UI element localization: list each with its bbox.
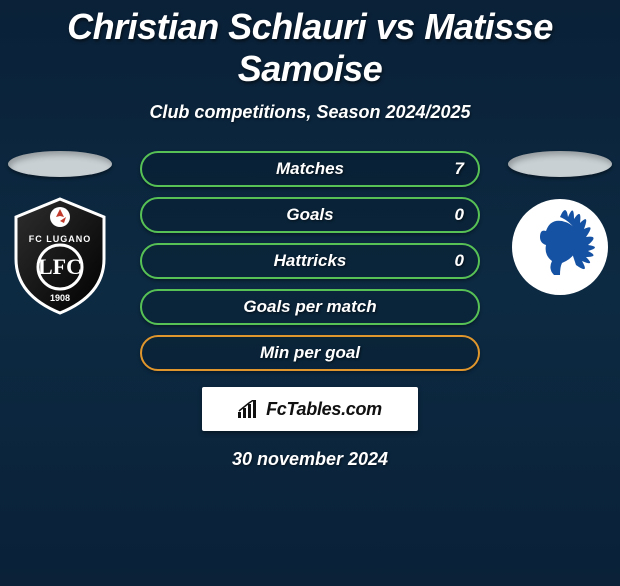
page-subtitle: Club competitions, Season 2024/2025 — [0, 102, 620, 123]
svg-text:1908: 1908 — [50, 293, 70, 303]
right-player-column — [500, 151, 620, 302]
stat-label: Hattricks — [274, 251, 347, 271]
page-title: Christian Schlauri vs Matisse Samoise — [0, 6, 620, 90]
comparison-content: FC LUGANO LFC 1908 — [0, 151, 620, 470]
stats-list: Matches 7 Goals 0 Hattricks 0 Goals per … — [140, 151, 480, 371]
stat-row-goals: Goals 0 — [140, 197, 480, 233]
stat-label: Goals per match — [243, 297, 376, 317]
brand-text: FcTables.com — [266, 399, 382, 420]
chart-icon — [238, 400, 260, 418]
svg-text:LFC: LFC — [38, 254, 82, 279]
brand-box[interactable]: FcTables.com — [202, 387, 418, 431]
stat-row-hattricks: Hattricks 0 — [140, 243, 480, 279]
stat-row-matches: Matches 7 — [140, 151, 480, 187]
left-player-silhouette — [8, 151, 112, 177]
right-club-badge — [510, 197, 610, 302]
stat-value-right: 0 — [455, 251, 464, 271]
left-player-column: FC LUGANO LFC 1908 — [0, 151, 120, 320]
stat-value-right: 7 — [455, 159, 464, 179]
stat-value-right: 0 — [455, 205, 464, 225]
svg-text:FC LUGANO: FC LUGANO — [29, 234, 92, 244]
stat-label: Min per goal — [260, 343, 360, 363]
stat-row-goals-per-match: Goals per match — [140, 289, 480, 325]
stat-row-min-per-goal: Min per goal — [140, 335, 480, 371]
snapshot-date: 30 november 2024 — [0, 449, 620, 470]
left-club-badge: FC LUGANO LFC 1908 — [10, 197, 110, 320]
stat-label: Goals — [286, 205, 333, 225]
right-player-silhouette — [508, 151, 612, 177]
stat-label: Matches — [276, 159, 344, 179]
